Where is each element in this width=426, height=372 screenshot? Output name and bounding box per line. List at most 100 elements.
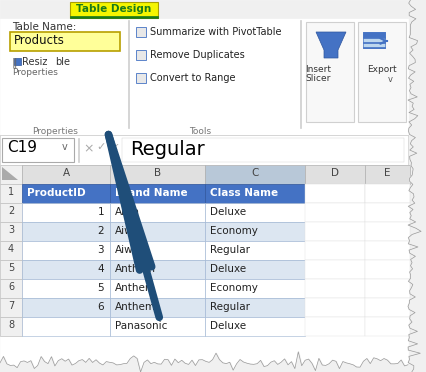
Bar — [0, 0, 408, 135]
Bar — [305, 222, 365, 241]
Text: Brand Name: Brand Name — [115, 188, 187, 198]
Bar — [70, 2, 158, 18]
Bar — [128, 20, 129, 128]
Text: Regular: Regular — [210, 245, 250, 255]
Bar — [22, 241, 110, 260]
Bar — [365, 317, 410, 336]
Text: fx: fx — [108, 142, 118, 152]
Bar — [365, 260, 410, 279]
Text: Economy: Economy — [210, 283, 258, 293]
Bar — [305, 260, 365, 279]
Text: Products: Products — [14, 34, 65, 47]
Text: C19: C19 — [7, 140, 37, 155]
Bar — [363, 32, 385, 48]
Text: 5: 5 — [98, 283, 104, 293]
Bar — [365, 241, 410, 260]
Bar — [305, 203, 365, 222]
Polygon shape — [2, 167, 18, 180]
Bar — [110, 279, 205, 298]
Text: Table Name:: Table Name: — [12, 22, 76, 32]
Text: Properties: Properties — [32, 127, 78, 136]
Text: Economy: Economy — [210, 226, 258, 236]
Text: Deluxe: Deluxe — [210, 207, 246, 217]
Text: Remove Duplicates: Remove Duplicates — [150, 50, 245, 60]
Bar — [306, 22, 354, 122]
Bar — [22, 165, 110, 184]
Text: B: B — [154, 168, 161, 178]
Text: C: C — [251, 168, 259, 178]
Text: Anthem: Anthem — [115, 302, 156, 312]
Text: 3: 3 — [8, 225, 14, 235]
Text: Table Design: Table Design — [76, 4, 152, 14]
Text: Resiz: Resiz — [22, 57, 47, 67]
Text: Summarize with PivotTable: Summarize with PivotTable — [150, 27, 282, 37]
Bar — [110, 241, 205, 260]
Text: Panasonic: Panasonic — [115, 321, 167, 331]
Bar — [305, 241, 365, 260]
Bar — [205, 165, 305, 184]
Text: 3: 3 — [98, 245, 104, 255]
Bar — [305, 317, 365, 336]
Text: 6: 6 — [98, 302, 104, 312]
Bar — [305, 298, 365, 317]
Bar — [78, 138, 79, 162]
Text: ProductID: ProductID — [27, 188, 86, 198]
Bar — [305, 165, 365, 184]
Bar — [205, 184, 305, 203]
Text: Properties: Properties — [12, 68, 58, 77]
Bar — [110, 165, 205, 184]
Bar — [10, 32, 120, 51]
Bar — [0, 260, 22, 279]
Bar — [0, 165, 408, 372]
Text: 7: 7 — [8, 301, 14, 311]
Bar — [22, 279, 110, 298]
Bar — [22, 184, 110, 203]
Bar — [0, 135, 408, 165]
Text: Aiwa: Aiwa — [115, 226, 140, 236]
Bar — [110, 203, 205, 222]
Bar — [0, 135, 408, 136]
Text: Class Name: Class Name — [210, 188, 278, 198]
Text: Anthem: Anthem — [115, 283, 156, 293]
Text: A: A — [63, 168, 69, 178]
Bar — [110, 184, 205, 203]
Text: Anthem: Anthem — [115, 264, 156, 274]
Bar — [136, 73, 146, 83]
Bar — [365, 203, 410, 222]
Text: ×: × — [83, 142, 93, 155]
Bar — [300, 20, 301, 128]
Bar — [363, 37, 385, 38]
Text: 2: 2 — [8, 206, 14, 216]
Text: Regular: Regular — [130, 140, 205, 159]
Bar — [205, 222, 305, 241]
Bar — [205, 317, 305, 336]
Text: Regular: Regular — [210, 302, 250, 312]
Text: Aiwa: Aiwa — [115, 207, 140, 217]
Bar — [0, 241, 22, 260]
Text: Convert to Range: Convert to Range — [150, 73, 236, 83]
Text: D: D — [331, 168, 339, 178]
Text: 4: 4 — [98, 264, 104, 274]
Text: Deluxe: Deluxe — [210, 264, 246, 274]
Text: E: E — [384, 168, 391, 178]
Text: 1: 1 — [98, 207, 104, 217]
Text: Deluxe: Deluxe — [210, 321, 246, 331]
Text: v: v — [388, 75, 392, 84]
Bar — [136, 27, 146, 37]
Bar — [0, 317, 22, 336]
Bar — [110, 317, 205, 336]
Text: 2: 2 — [98, 226, 104, 236]
Text: Export: Export — [367, 65, 397, 74]
Bar — [22, 203, 110, 222]
Bar — [0, 165, 22, 184]
Bar — [205, 203, 305, 222]
Bar — [110, 260, 205, 279]
Bar — [365, 279, 410, 298]
Bar — [205, 298, 305, 317]
Bar — [0, 279, 22, 298]
Bar — [363, 42, 385, 43]
Bar — [0, 0, 408, 18]
Bar — [365, 165, 410, 184]
Bar — [205, 260, 305, 279]
Bar — [205, 241, 305, 260]
